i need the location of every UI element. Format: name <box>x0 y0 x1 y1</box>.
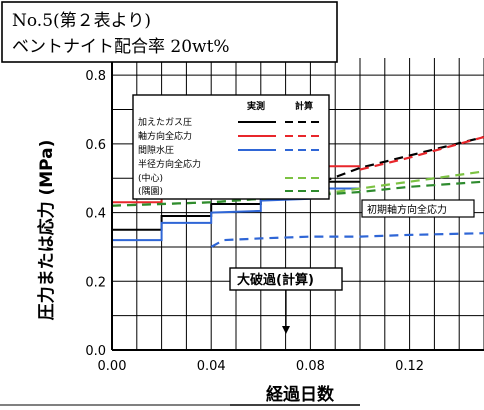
annotation-initial-axial-stress: 初期軸方向全応力 <box>361 199 475 218</box>
legend-label: (中心) <box>138 172 163 184</box>
breakthrough-arrow-head <box>282 326 290 334</box>
x-tick-label: 0.00 <box>98 359 127 374</box>
header-box: No.5(第２表より) ベントナイト配合率 20wt% <box>1 1 338 63</box>
legend-header-measured: 実測 <box>247 100 265 112</box>
header-line-1: No.5(第２表より) <box>12 11 151 31</box>
legend-label: (隅園) <box>138 186 163 197</box>
annotation-text: 初期軸方向全応力 <box>367 203 447 216</box>
y-tick-label: 0.2 <box>85 275 106 290</box>
y-tick-label: 0.6 <box>85 138 106 153</box>
header-line-2: ベントナイト配合率 20wt% <box>12 37 230 57</box>
tick-labels: 0.00 0.04 0.08 0.12 0.0 0.2 0.4 0.6 0.8 <box>85 69 424 374</box>
legend-label: 軸方向全応力 <box>138 130 192 142</box>
annotation-breakthrough: 大破過(計算) <box>229 267 343 334</box>
legend-label: 間隙水圧 <box>138 144 174 156</box>
axes <box>111 58 484 351</box>
x-tick-label: 0.12 <box>395 359 424 374</box>
y-tick-label: 0.8 <box>85 69 106 84</box>
annotation-box <box>361 199 475 218</box>
series-calculated-line <box>322 135 484 183</box>
legend-frame <box>132 94 330 200</box>
series-calculated-line <box>359 135 484 171</box>
header-frame <box>1 1 338 63</box>
legend-label: 加えたガス圧 <box>138 117 192 128</box>
legend-label: 半径方向全応力 <box>138 158 201 170</box>
y-axis-label: 圧力または応力 (MPa) <box>36 140 57 321</box>
series-calculated-line <box>210 232 484 248</box>
annotation-text: 大破過(計算) <box>237 272 314 288</box>
legend-header-calculated: 計算 <box>295 100 313 112</box>
x-axis-label: 経過日数 <box>266 384 335 405</box>
x-tick-label: 0.08 <box>296 359 325 374</box>
x-tick-label: 0.04 <box>197 359 226 374</box>
y-tick-label: 0.0 <box>85 344 106 359</box>
y-tick-label: 0.4 <box>85 207 106 222</box>
